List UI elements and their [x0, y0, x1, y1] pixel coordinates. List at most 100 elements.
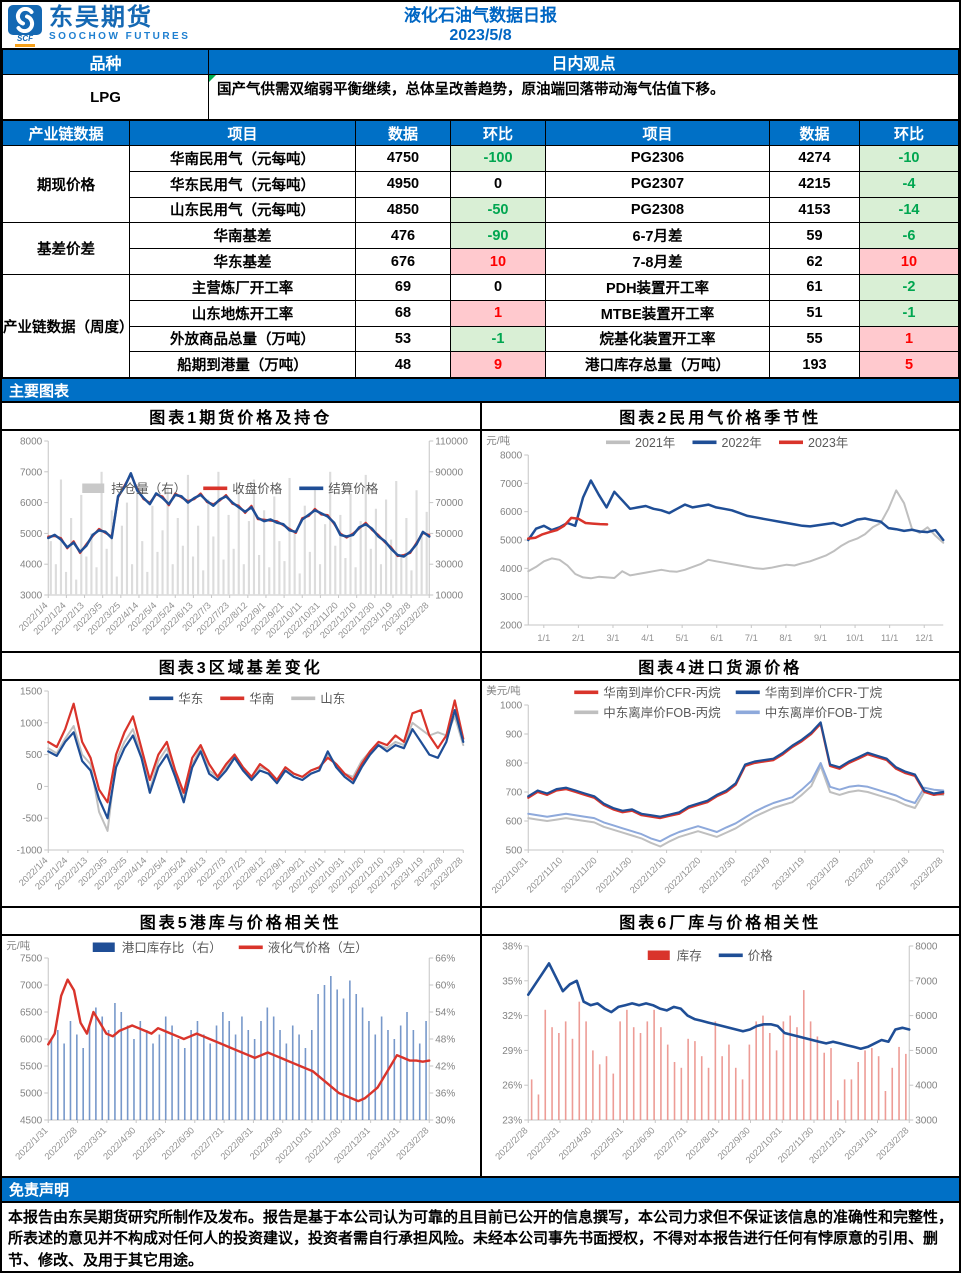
disclaimer-text: 本报告由东吴期货研究所制作及发布。报告是基于本公司认为可靠的且目前已公开的信息撰… — [8, 1209, 954, 1269]
svg-text:2023/2/28: 2023/2/28 — [874, 1126, 910, 1162]
svg-text:10000: 10000 — [435, 591, 463, 602]
svg-text:2023/1/31: 2023/1/31 — [842, 1126, 878, 1162]
item-cell: 山东民用气（元每吨） — [129, 196, 356, 224]
svg-text:2022/11/10: 2022/11/10 — [524, 856, 563, 895]
svg-text:38%: 38% — [502, 942, 522, 953]
item-cell: 7-8月差 — [545, 248, 770, 275]
svg-text:32%: 32% — [502, 1011, 522, 1022]
chart-figure-5: 图表5港库与价格相关性 4500 5000 5500 6000 6500 7000 7500 3… — [2, 908, 480, 1177]
svg-text:2022/10/31: 2022/10/31 — [489, 856, 529, 896]
svg-text:2/1: 2/1 — [571, 633, 584, 643]
svg-text:6000: 6000 — [500, 507, 523, 518]
svg-text:90000: 90000 — [435, 467, 463, 478]
chg-cell: -14 — [859, 196, 959, 224]
item-cell: PG2307 — [545, 170, 770, 198]
chart-figure-2: 图表2民用气价格季节性 2000 3000 4000 5000 6000 7000 8000 1… — [481, 403, 959, 652]
svg-text:2022/12/10: 2022/12/10 — [627, 856, 667, 896]
svg-text:10/1: 10/1 — [845, 633, 863, 643]
chg-cell: 10 — [859, 248, 959, 275]
svg-text:2022/3/31: 2022/3/31 — [525, 1126, 561, 1162]
chart-title: 图表2民用气价格季节性 — [481, 403, 959, 432]
svg-text:3/1: 3/1 — [606, 633, 619, 643]
svg-text:中东离岸价FOB-丁烷: 中东离岸价FOB-丁烷 — [764, 705, 882, 720]
value-cell: 55 — [769, 325, 860, 353]
table-row: 华东基差 676 10 7-8月差 62 10 — [3, 248, 959, 275]
item-cell: PG2308 — [545, 196, 770, 224]
svg-text:结算价格: 结算价格 — [328, 481, 379, 496]
col-header-variety: 品种 — [2, 48, 209, 75]
svg-text:8000: 8000 — [20, 437, 43, 448]
comment-text: 国产气供需双缩弱平衡继续，总体呈改善趋势，原油端回落带动海气估值下移。 — [217, 82, 725, 98]
value-cell: 51 — [769, 299, 860, 327]
svg-text:1500: 1500 — [20, 687, 43, 698]
item-cell: PDH装置开工率 — [545, 273, 770, 301]
chart-canvas: 4500 5000 5500 6000 6500 7000 7500 30% 36% 42% 48%… — [6, 939, 455, 1165]
svg-text:2023/1/29: 2023/1/29 — [804, 856, 840, 892]
svg-text:8000: 8000 — [500, 451, 523, 462]
svg-text:2022/7/31: 2022/7/31 — [652, 1126, 688, 1162]
column-header: 项目 — [545, 120, 770, 146]
value-cell: 193 — [769, 351, 860, 379]
intraday-view-table: 品种 日内观点 LPG 国产气供需双缩弱平衡继续，总体呈改善趋势，原油端回落带动… — [2, 48, 959, 120]
chart-figure-4: 图表4进口货源价格 500 600 700 800 900 1000 2022/10/31 20… — [481, 653, 959, 907]
svg-text:港口库存比（右）: 港口库存比（右） — [122, 940, 222, 955]
svg-text:中东离岸价FOB-丙烷: 中东离岸价FOB-丙烷 — [603, 705, 721, 720]
svg-text:-500: -500 — [22, 814, 42, 825]
svg-text:2022/12/30: 2022/12/30 — [697, 856, 737, 896]
table-row: 山东民用气（元每吨） 4850 -50 PG2308 4153 -14 — [3, 196, 959, 224]
chg-cell: 0 — [450, 170, 546, 198]
svg-text:5/1: 5/1 — [675, 633, 688, 643]
svg-text:2022年: 2022年 — [721, 436, 761, 450]
svg-text:29%: 29% — [502, 1046, 522, 1057]
svg-text:23%: 23% — [502, 1116, 522, 1127]
item-cell: MTBE装置开工率 — [545, 299, 770, 327]
svg-text:-1000: -1000 — [17, 846, 43, 857]
svg-text:4000: 4000 — [500, 564, 523, 575]
svg-text:2023年: 2023年 — [808, 436, 848, 450]
chg-cell: 1 — [859, 325, 959, 353]
chg-cell: 10 — [450, 248, 546, 275]
svg-text:5000: 5000 — [20, 1089, 43, 1100]
row-group-label: 基差价差 — [2, 222, 130, 275]
svg-text:美元/吨: 美元/吨 — [486, 684, 521, 697]
value-cell: 4215 — [769, 170, 860, 198]
chart-canvas: 3000 4000 5000 6000 7000 8000 10000 30000 50000 7… — [17, 437, 468, 641]
column-header: 产业链数据 — [2, 120, 130, 146]
svg-text:元/吨: 元/吨 — [6, 939, 30, 952]
intraday-comment: 国产气供需双缩弱平衡继续，总体呈改善趋势，原油端回落带动海气估值下移。 — [208, 74, 959, 120]
svg-text:8/1: 8/1 — [779, 633, 792, 643]
svg-text:35%: 35% — [502, 976, 522, 987]
svg-text:收盘价格: 收盘价格 — [232, 481, 283, 496]
chg-cell: -90 — [450, 222, 546, 250]
svg-text:价格: 价格 — [747, 948, 773, 963]
chg-cell: -1 — [859, 299, 959, 327]
brand-name: 东吴期货 — [49, 4, 153, 31]
value-cell: 676 — [355, 248, 451, 275]
chart-canvas: -1000-5000500100015002022/1/42022/1/2420… — [17, 687, 465, 896]
svg-text:2022/11/20: 2022/11/20 — [559, 856, 598, 895]
charts-grid: 图表1期货价格及持仓 3000 4000 5000 6000 7000 8000 10000 3… — [2, 401, 959, 1177]
svg-text:2022/2/28: 2022/2/28 — [493, 1126, 529, 1162]
svg-text:7000: 7000 — [500, 479, 523, 490]
svg-text:800: 800 — [505, 759, 522, 770]
column-header: 数据 — [355, 120, 451, 146]
chg-cell: -10 — [859, 145, 959, 172]
svg-text:2023/2/18: 2023/2/18 — [873, 856, 909, 892]
table-row: 期现价格 华南民用气（元每吨） 4750 -100 PG2306 4274 -10 — [2, 144, 959, 224]
item-cell: 主营炼厂开工率 — [129, 273, 356, 301]
svg-text:2000: 2000 — [500, 621, 523, 632]
svg-text:5000: 5000 — [500, 536, 523, 547]
svg-text:山东: 山东 — [320, 692, 345, 706]
table-row: 华东民用气（元每吨） 4950 0 PG2307 4215 -4 — [3, 170, 959, 198]
report-title: 液化石油气数据日报 — [404, 6, 557, 25]
column-header: 环比 — [859, 120, 959, 146]
item-cell: 华东基差 — [129, 248, 356, 275]
table-row: 山东地炼开工率 68 1 MTBE装置开工率 51 -1 — [3, 299, 959, 327]
svg-text:4500: 4500 — [20, 1116, 43, 1127]
item-cell: 船期到港量（万吨） — [129, 351, 356, 379]
svg-text:9/1: 9/1 — [813, 633, 826, 643]
chg-cell: -1 — [450, 325, 546, 353]
svg-text:2023/2/8: 2023/2/8 — [842, 856, 875, 889]
svg-text:3000: 3000 — [500, 592, 523, 603]
value-cell: 48 — [355, 351, 451, 379]
